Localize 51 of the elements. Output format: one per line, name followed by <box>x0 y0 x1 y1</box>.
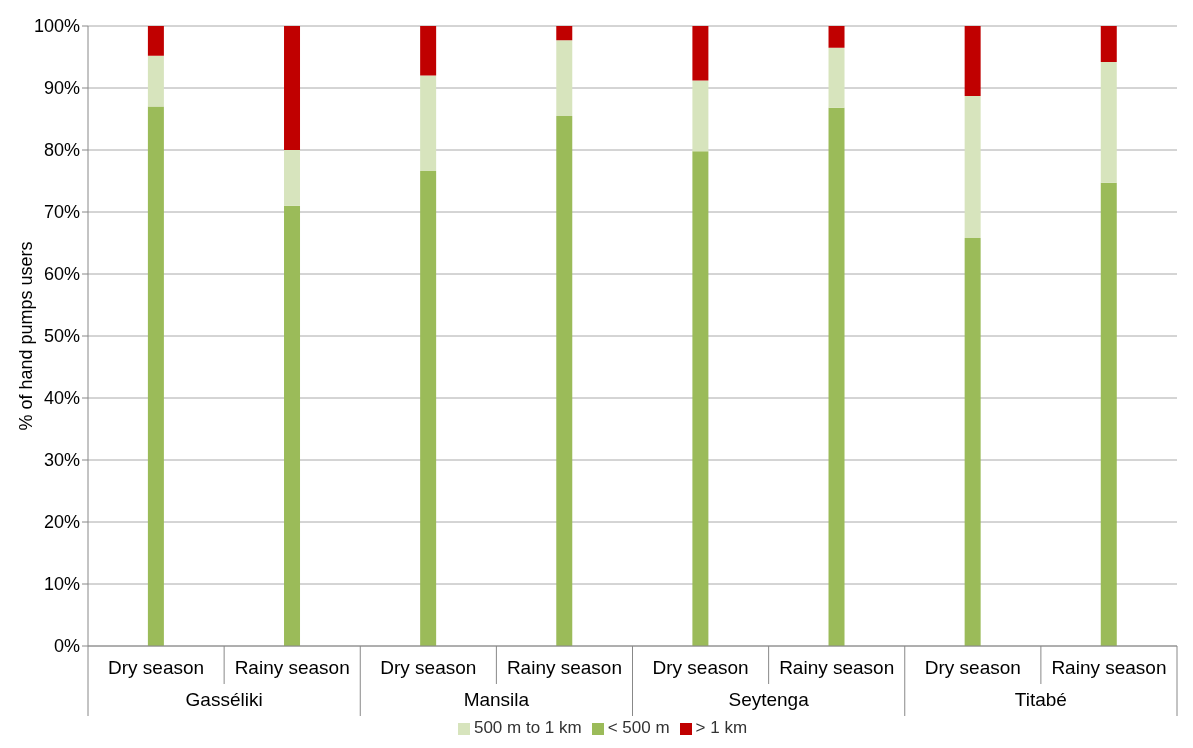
bar <box>828 26 845 48</box>
bar <box>147 106 164 646</box>
legend-label: > 1 km <box>695 718 748 737</box>
bar <box>828 47 845 108</box>
y-tick-label: 20% <box>43 512 80 533</box>
bar <box>828 107 845 646</box>
y-tick-label: 60% <box>43 264 80 285</box>
bar <box>556 26 573 41</box>
bar <box>284 205 301 646</box>
bar <box>1100 26 1117 62</box>
y-tick-label: 70% <box>43 202 80 223</box>
bar <box>964 96 981 239</box>
bar <box>964 238 981 646</box>
x-tick-label: Dry season <box>108 657 205 678</box>
x-tick-label: Rainy season <box>234 657 350 678</box>
bar <box>1100 61 1117 183</box>
y-axis-title: % of hand pumps users <box>16 241 37 431</box>
bar <box>420 171 437 646</box>
x-tick-label: Dry season <box>380 657 477 678</box>
text: Gasséliki <box>185 689 263 710</box>
y-tick-label: 0% <box>53 636 80 657</box>
bar <box>556 40 573 116</box>
x-tick-label: Rainy season <box>779 657 895 678</box>
bar <box>556 115 573 646</box>
bar <box>147 55 164 107</box>
x-tick-label: Rainy season <box>1051 657 1167 678</box>
bar <box>420 75 437 172</box>
bar <box>692 151 709 646</box>
bar <box>420 26 437 76</box>
text: Titabé <box>1014 689 1067 710</box>
y-tick-label: 40% <box>43 388 80 409</box>
legend-label: < 500 m <box>607 718 670 737</box>
text: Seytenga <box>728 689 810 710</box>
y-tick-label: 10% <box>43 574 80 595</box>
bar <box>284 150 301 206</box>
y-tick-label: 50% <box>43 326 80 347</box>
y-tick-label: 90% <box>43 78 80 99</box>
legend-label: 500 m to 1 km <box>473 718 582 737</box>
x-tick-label: Dry season <box>924 657 1021 678</box>
y-tick-label: 100% <box>33 16 80 37</box>
bar <box>284 26 301 150</box>
x-tick-label: Dry season <box>652 657 749 678</box>
y-tick-label: 30% <box>43 450 80 471</box>
bar <box>964 26 981 97</box>
bar <box>1100 182 1117 646</box>
y-tick-label: 80% <box>43 140 80 161</box>
bar <box>692 80 709 152</box>
bar <box>147 26 164 56</box>
bar <box>692 26 709 81</box>
x-tick-label: Rainy season <box>506 657 622 678</box>
text: Mansila <box>463 689 530 710</box>
